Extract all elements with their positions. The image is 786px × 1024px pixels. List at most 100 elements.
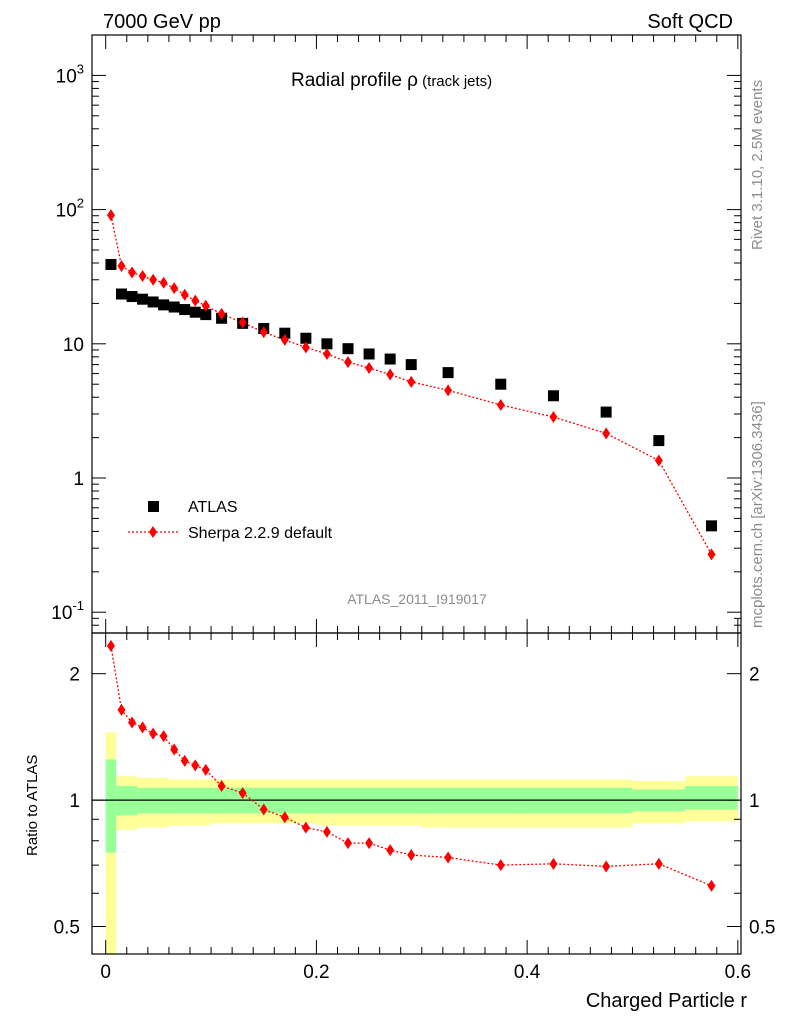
atlas-data-point (158, 299, 170, 311)
ratio-sherpa-point (301, 821, 310, 834)
atlas-data-point (363, 348, 375, 360)
y-tick-label: 1 (73, 469, 84, 490)
legend-atlas-marker (148, 501, 159, 512)
ratio-sherpa-point (259, 803, 268, 816)
atlas-data-point (321, 338, 333, 350)
main-title-text: Radial profile (291, 70, 407, 91)
mcplots-reference-label: mcplots.cern.ch [arXiv:1306.3436] (749, 401, 766, 628)
sherpa-data-point (280, 333, 289, 346)
y-tick-label: 10 (63, 335, 84, 356)
ratio-sherpa-point (128, 716, 137, 729)
atlas-data-point (126, 291, 138, 303)
sherpa-data-point (201, 299, 210, 312)
ratio-plot-frame (91, 632, 742, 955)
main-plot-frame (91, 34, 742, 634)
atlas-data-point (279, 327, 291, 339)
legend-sherpa-marker (149, 526, 157, 538)
sherpa-data-point (217, 307, 226, 320)
y-tick-label-base: 10 (56, 66, 77, 87)
ratio-sherpa-point (322, 825, 331, 838)
ratio-sherpa-point (444, 851, 453, 864)
x-tick-label: 0 (100, 962, 111, 983)
y-tick-label: 10-1 (51, 598, 84, 624)
ratio-sherpa-point (159, 730, 168, 743)
ratio-sherpa-point (602, 860, 611, 873)
atlas-data-point (147, 296, 159, 308)
atlas-data-point (300, 332, 312, 344)
ratio-sherpa-point (496, 859, 505, 872)
atlas-data-point (405, 359, 417, 371)
atlas-data-point (706, 520, 717, 532)
sherpa-data-point (259, 326, 268, 339)
atlas-data-point (653, 435, 665, 447)
ratio-band-inner (685, 786, 738, 810)
atlas-data-point (189, 306, 201, 318)
analysis-id-label: ATLAS_2011_I919017 (347, 591, 487, 607)
ratio-sherpa-point (106, 639, 115, 652)
ratio-sherpa-point (201, 763, 210, 776)
sherpa-data-point (238, 316, 247, 329)
y-tick-label-base: 10 (56, 201, 77, 222)
ratio-sherpa-point (386, 844, 395, 857)
sherpa-data-point (365, 362, 374, 375)
sherpa-data-point (106, 209, 115, 222)
sherpa-data-point (549, 410, 558, 423)
legend: ATLAS Sherpa 2.2.9 default (128, 499, 333, 542)
ratio-sherpa-point (707, 879, 716, 892)
ratio-sherpa-point (549, 857, 558, 870)
y-tick-label-exponent: -1 (72, 598, 84, 613)
atlas-data-point (105, 258, 117, 270)
atlas-data-point (442, 367, 454, 379)
x-axis-label: Charged Particle r (586, 990, 748, 1012)
ratio-sherpa-point (180, 754, 189, 767)
ratio-y-tick-label: 0.5 (54, 917, 80, 938)
ratio-sherpa-point (365, 837, 374, 850)
sherpa-data-point (301, 341, 310, 354)
main-title-symbol: ρ (407, 70, 418, 91)
sherpa-data-point (407, 375, 416, 388)
header-process-label: Soft QCD (647, 11, 733, 33)
atlas-data-point (342, 343, 354, 355)
atlas-data-point (384, 353, 396, 365)
atlas-data-point (547, 390, 559, 402)
ratio-y-axis-label: Ratio to ATLAS (24, 755, 41, 856)
y-tick-label-base: 10 (51, 603, 72, 624)
atlas-data-point (168, 301, 180, 313)
y-tick-label-exponent: 3 (77, 61, 84, 76)
x-tick-label: 0.4 (514, 962, 541, 983)
y-tick-label: 103 (56, 61, 84, 87)
ratio-y-tick-label: 1 (69, 791, 80, 812)
ratio-sherpa-point (217, 780, 226, 793)
sherpa-data-point (128, 266, 137, 279)
ratio-y-tick-label: 2 (69, 665, 80, 686)
ratio-y-tick-label-right: 1 (749, 791, 760, 812)
ratio-sherpa-point (149, 727, 158, 740)
main-title-subtext: (track jets) (418, 73, 492, 90)
x-tick-label: 0.2 (303, 962, 329, 983)
ratio-sherpa-point (407, 849, 416, 862)
sherpa-data-point (191, 294, 200, 307)
sherpa-data-point (444, 384, 453, 397)
ratio-sherpa-point (344, 837, 353, 850)
y-tick-label-exponent: 2 (77, 196, 84, 211)
sherpa-data-point (707, 548, 716, 561)
sherpa-data-point (138, 270, 147, 283)
header-energy-label: 7000 GeV pp (103, 11, 221, 33)
sherpa-data-point (344, 356, 353, 369)
ratio-sherpa-point (191, 759, 200, 772)
sherpa-data-point (496, 398, 505, 411)
ratio-sherpa-point (280, 811, 289, 824)
atlas-data-point (495, 378, 507, 390)
ratio-y-tick-label-right: 2 (749, 665, 760, 686)
sherpa-data-point (654, 454, 663, 467)
x-tick-label: 0.6 (725, 962, 751, 983)
sherpa-data-point (117, 259, 126, 272)
legend-sherpa-label: Sherpa 2.2.9 default (188, 525, 333, 542)
atlas-data-point (179, 304, 191, 316)
atlas-data-point (600, 406, 612, 418)
atlas-data-point (137, 293, 149, 305)
sherpa-data-point (322, 347, 331, 360)
sherpa-data-point (149, 273, 158, 286)
ratio-sherpa-point (138, 721, 147, 734)
